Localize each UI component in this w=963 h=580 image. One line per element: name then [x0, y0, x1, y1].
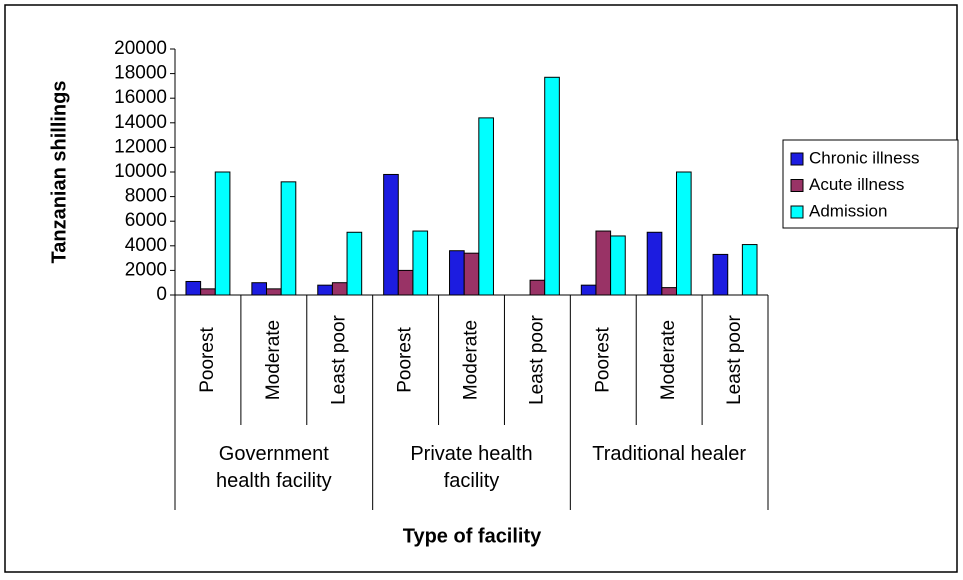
bar — [741, 244, 758, 296]
bar — [646, 231, 663, 296]
y-tick-label: 18000 — [114, 63, 167, 84]
x-tick-label: Moderate — [658, 320, 679, 400]
bar — [610, 235, 626, 296]
y-tick-label: 2000 — [125, 259, 167, 280]
x-tick-label: Least poor — [526, 314, 547, 404]
bar — [317, 284, 333, 296]
x-tick-label: Poorest — [592, 327, 613, 393]
bar — [449, 250, 465, 296]
bar — [331, 282, 348, 296]
y-tick-label: 12000 — [114, 136, 167, 157]
legend-swatch — [790, 179, 804, 192]
bar — [200, 288, 216, 296]
x-tick-label: Moderate — [461, 320, 482, 400]
bar — [675, 171, 692, 296]
legend-swatch — [790, 205, 804, 219]
x-tick-label: Least poor — [329, 314, 350, 404]
bar — [383, 173, 399, 296]
bar — [185, 280, 202, 296]
legend-swatch — [790, 152, 804, 166]
legend-box — [782, 139, 959, 229]
bar — [346, 231, 363, 296]
x-tick-label: Poorest — [197, 327, 218, 393]
group-label: Government health facility — [216, 443, 332, 492]
bar — [397, 269, 414, 296]
x-tick-label: Moderate — [263, 320, 284, 400]
bar — [214, 171, 231, 296]
bar — [661, 287, 677, 296]
group-label: Private health facility — [410, 443, 533, 492]
bar — [463, 252, 480, 296]
bar — [529, 279, 546, 296]
y-tick-label: 14000 — [114, 112, 167, 133]
bar — [280, 181, 297, 296]
y-axis-title: Tanzanian shillings — [48, 81, 70, 264]
y-tick-label: 8000 — [125, 186, 167, 207]
x-axis-title: Type of facility — [403, 525, 542, 547]
y-tick-label: 0 — [156, 284, 167, 305]
bar — [595, 230, 612, 296]
bar — [266, 288, 282, 296]
legend-label: Acute illness — [809, 175, 904, 194]
group-label: Traditional healer — [592, 443, 747, 465]
bar — [251, 282, 268, 296]
legend-label: Admission — [809, 201, 887, 220]
x-tick-label: Least poor — [724, 314, 745, 404]
y-tick-label: 10000 — [114, 161, 167, 182]
bar — [478, 117, 494, 296]
bar — [580, 284, 597, 296]
bar — [412, 230, 429, 296]
y-tick-label: 6000 — [125, 210, 167, 231]
y-tick-label: 4000 — [125, 235, 167, 256]
x-tick-label: Poorest — [395, 327, 416, 393]
bar — [544, 76, 560, 296]
y-tick-label: 20000 — [114, 38, 167, 59]
legend-label: Chronic illness — [809, 148, 920, 167]
bar — [712, 253, 729, 296]
y-tick-label: 16000 — [114, 87, 167, 108]
